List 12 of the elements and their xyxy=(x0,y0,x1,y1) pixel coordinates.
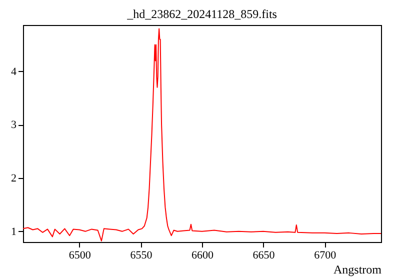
x-tick-label: 6600 xyxy=(192,250,214,262)
x-tick-label: 6500 xyxy=(68,250,92,262)
chart-title: _hd_23862_20241128_859.fits xyxy=(126,7,278,21)
x-tick-label: 6550 xyxy=(130,250,153,262)
x-axis-title: Angstrom xyxy=(334,262,382,276)
y-tick-label: 1 xyxy=(11,226,16,238)
y-tick-label: 3 xyxy=(11,119,17,132)
line-series xyxy=(22,28,382,242)
x-tick-label: 6650 xyxy=(252,250,276,262)
x-tick-label: 6700 xyxy=(314,250,337,262)
y-tick-label: 4 xyxy=(11,66,17,78)
y-tick-label: 2 xyxy=(11,172,16,185)
